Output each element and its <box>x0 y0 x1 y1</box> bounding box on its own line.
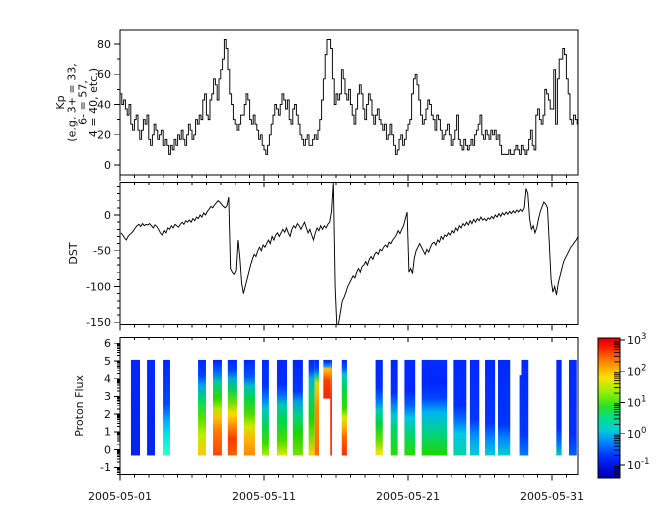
colorbar-tick-label: 10-1 <box>627 457 649 472</box>
y-tick-label: 0 <box>104 443 111 456</box>
flux-bar <box>213 359 222 456</box>
flux-bar <box>521 359 529 456</box>
y-tick-label: 6 <box>104 337 111 350</box>
colorbar: 103 102 101 100 10-1 <box>597 332 649 479</box>
kp-axis-title-line: Kp <box>54 95 67 109</box>
flux-bar <box>469 359 480 456</box>
proton-flux-bars <box>130 359 577 456</box>
axis-labels: 0 20 40 60 80 0 -50 -100 -150 6 5 4 3 2 1 0 -1 2005-05-01… <box>54 38 584 503</box>
colorbar-tick-label: 100 <box>627 426 646 441</box>
y-tick-label: 60 <box>97 68 111 81</box>
flux-bar <box>330 359 332 456</box>
flux-bar <box>243 359 255 456</box>
dst-panel-frame <box>119 182 579 325</box>
y-tick-label: 5 <box>104 355 111 368</box>
flux-bar <box>198 359 206 456</box>
y-tick-label: 2 <box>104 408 111 421</box>
y-tick-label: 80 <box>97 38 111 51</box>
flux-bar <box>519 375 522 456</box>
flux-bar <box>163 359 170 456</box>
flux-bar <box>130 359 141 456</box>
kp-panel-frame <box>119 29 579 176</box>
y-tick-label: 20 <box>97 129 111 142</box>
x-tick-label: 2005-05-31 <box>520 490 584 503</box>
flux-bar <box>323 359 331 399</box>
kp-axis-title-line: 4 = 40, etc.) <box>87 68 100 137</box>
flux-bar <box>147 359 155 456</box>
flux-bar <box>390 359 398 456</box>
dst-axis-title: DST <box>67 242 80 264</box>
flux-bar <box>341 359 347 456</box>
x-tick-label: 2005-05-01 <box>88 490 152 503</box>
y-tick-label: -50 <box>93 245 111 258</box>
flux-bar <box>568 359 577 456</box>
y-tick-label: -1 <box>100 461 111 474</box>
flux-bar <box>227 359 237 456</box>
flux-bar <box>453 359 467 456</box>
flux-bar <box>276 359 288 456</box>
kp-step-line <box>120 39 578 155</box>
flux-bar <box>498 359 511 456</box>
proton-flux-axis-title: Proton Flux <box>73 374 86 436</box>
flux-bar <box>292 359 303 456</box>
kp-axis-title-line: (e.g. 3+ = 33, <box>66 63 79 141</box>
colorbar-tick-label: 102 <box>627 363 646 378</box>
flux-bar <box>314 359 320 456</box>
kp-axis-title-line: 6- = 57, <box>77 80 90 125</box>
x-axis-ticks <box>119 175 567 481</box>
flux-bar <box>485 359 496 456</box>
y-tick-label: 4 <box>104 373 111 386</box>
flux-bar <box>261 359 269 456</box>
flux-bar <box>556 359 562 456</box>
colorbar-tick-label: 101 <box>627 395 646 410</box>
y-tick-label: 0 <box>104 209 111 222</box>
flux-bar <box>308 359 315 456</box>
y-tick-label: 3 <box>104 390 111 403</box>
y-axis-ticks <box>114 43 120 475</box>
flux-bar <box>404 359 416 456</box>
flux-bar <box>421 359 448 456</box>
y-tick-label: -100 <box>86 280 111 293</box>
dst-line <box>120 182 578 325</box>
y-tick-label: 0 <box>104 159 111 172</box>
colorbar-tick-label: 103 <box>627 332 646 347</box>
y-tick-label: -150 <box>86 316 111 329</box>
y-tick-label: 1 <box>104 426 111 439</box>
flux-bar <box>375 359 383 456</box>
x-tick-label: 2005-05-21 <box>376 490 440 503</box>
y-tick-label: 40 <box>97 98 111 111</box>
x-tick-label: 2005-05-11 <box>232 490 296 503</box>
